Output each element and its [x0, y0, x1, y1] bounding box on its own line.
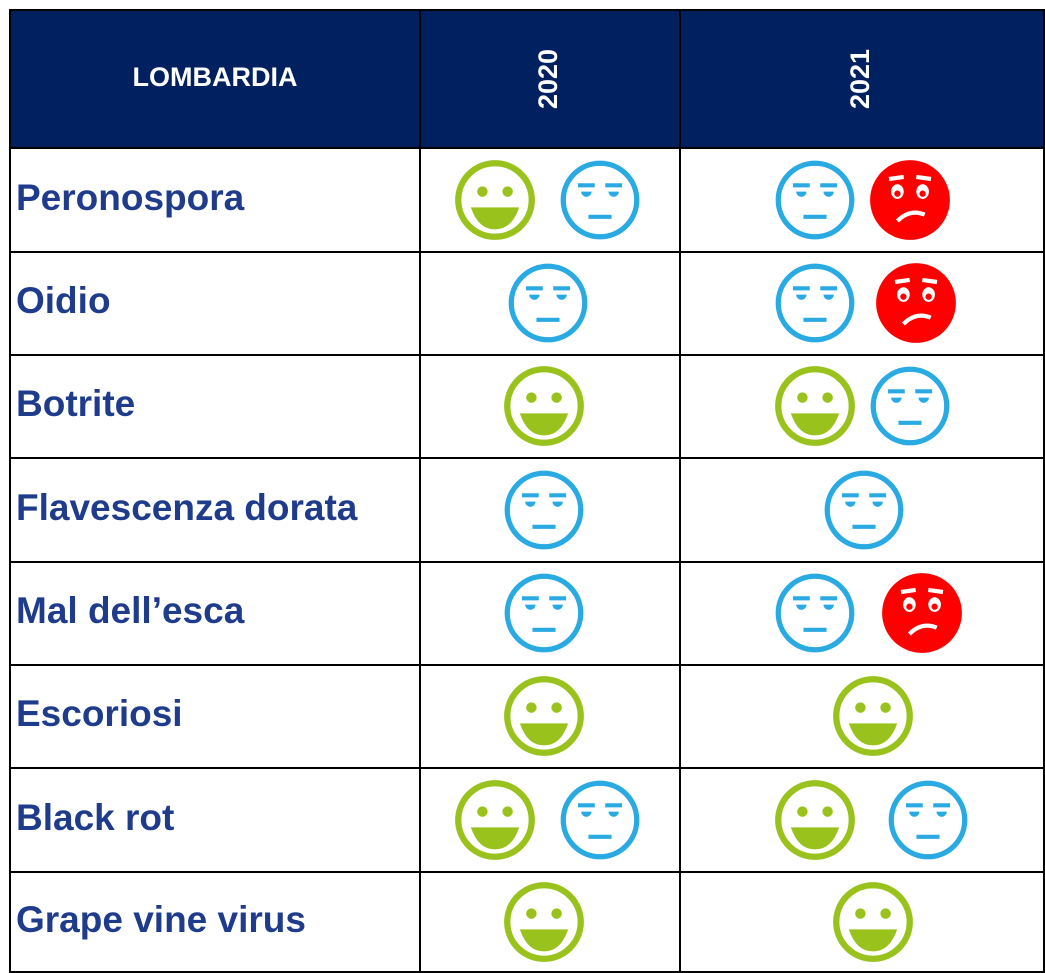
- year-header: 2020: [533, 49, 563, 109]
- row-label: Escoriosi: [16, 693, 183, 734]
- icon-neutral: [891, 783, 965, 857]
- icon-neutral: [778, 266, 852, 340]
- icon-happy: [458, 163, 532, 237]
- icon-neutral: [507, 473, 581, 547]
- header-bg: [10, 10, 1044, 148]
- icon-happy: [507, 369, 581, 443]
- year-header: 2021: [845, 49, 875, 109]
- row-label: Mal dell’esca: [16, 590, 245, 631]
- row-label: Peronospora: [16, 177, 245, 218]
- icon-happy: [836, 885, 910, 959]
- icon-happy: [778, 783, 852, 857]
- row-label: Oidio: [16, 280, 111, 321]
- icon-happy: [836, 679, 910, 753]
- icon-happy: [458, 783, 532, 857]
- icon-sad: [882, 573, 962, 653]
- grid: [9, 9, 1045, 973]
- row-label: Black rot: [16, 797, 174, 838]
- icon-sad: [876, 263, 956, 343]
- icon-neutral: [778, 163, 852, 237]
- icons: [458, 160, 965, 959]
- icon-neutral: [563, 783, 637, 857]
- icon-neutral: [778, 576, 852, 650]
- row-labels: Peronospora Oidio Botrite Flavescenza do…: [16, 177, 358, 940]
- icon-sad: [870, 160, 950, 240]
- row-label: Flavescenza dorata: [16, 487, 358, 528]
- icon-happy: [507, 885, 581, 959]
- icon-happy: [778, 369, 852, 443]
- table-border: [9, 9, 1045, 973]
- row-label: Grape vine virus: [16, 899, 306, 940]
- header-title: LOMBARDIA: [133, 62, 298, 92]
- icon-neutral: [507, 576, 581, 650]
- icon-neutral: [511, 266, 585, 340]
- icon-neutral: [873, 369, 947, 443]
- icon-neutral: [563, 163, 637, 237]
- icon-happy: [507, 679, 581, 753]
- icon-neutral: [827, 473, 901, 547]
- row-label: Botrite: [16, 383, 135, 424]
